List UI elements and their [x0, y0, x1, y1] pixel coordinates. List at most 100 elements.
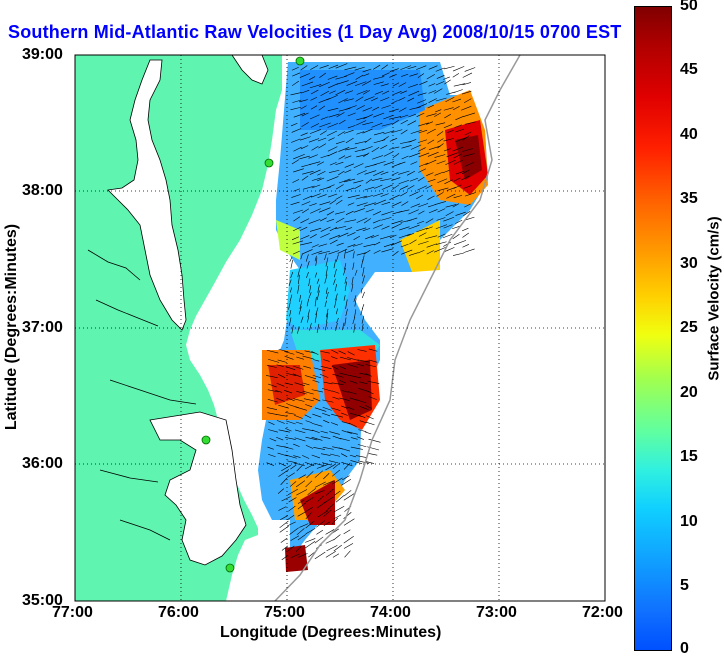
velocity-vector: [317, 137, 327, 142]
velocity-vector: [437, 187, 449, 192]
velocity-vector: [297, 511, 307, 517]
velocity-vector: [349, 397, 358, 401]
velocity-vector: [303, 398, 314, 402]
velocity-vector: [325, 529, 335, 535]
velocity-vector: [444, 113, 451, 119]
velocity-vector: [314, 490, 325, 495]
velocity-vector: [322, 406, 332, 411]
velocity-vector: [323, 473, 330, 480]
velocity-vector: [367, 452, 378, 456]
velocity-vector: [311, 250, 323, 255]
velocity-vector: [356, 202, 368, 207]
velocity-vector: [333, 506, 345, 513]
velocity-vector: [462, 135, 470, 141]
velocity-vector: [310, 193, 321, 198]
velocity-vector: [425, 218, 434, 224]
velocity-vector: [302, 355, 314, 360]
velocity-vector: [463, 211, 471, 217]
velocity-vector: [362, 121, 374, 126]
velocity-vector: [295, 480, 306, 488]
velocity-vector: [290, 106, 302, 111]
velocity-vector: [435, 122, 446, 126]
velocity-vector: [354, 66, 365, 71]
velocity-vector: [407, 185, 415, 190]
velocity-vector: [417, 249, 425, 254]
velocity-vector: [360, 259, 364, 268]
velocity-vector: [409, 191, 419, 197]
velocity-vector: [401, 73, 409, 77]
velocity-vector: [335, 199, 343, 205]
velocity-vector: [362, 267, 365, 277]
velocity-vector: [342, 475, 350, 481]
velocity-vector: [381, 105, 391, 109]
velocity-vector: [306, 298, 309, 307]
velocity-vector: [300, 235, 310, 240]
velocity-vector: [379, 235, 392, 240]
velocity-vector: [289, 527, 299, 535]
velocity-vector: [316, 464, 328, 469]
velocity-vector: [313, 446, 325, 450]
velocity-vector: [335, 184, 344, 190]
velocity-vector: [323, 419, 330, 424]
velocity-vector: [316, 529, 324, 535]
velocity-vector: [344, 178, 356, 183]
velocity-vector: [310, 96, 318, 101]
velocity-vector: [418, 241, 429, 245]
velocity-vector: [398, 82, 407, 87]
velocity-vector: [302, 185, 315, 190]
velocity-vector: [309, 161, 321, 166]
velocity-vector: [286, 372, 297, 376]
velocity-vector: [311, 429, 320, 434]
velocity-vector: [318, 105, 326, 111]
velocity-vector: [313, 462, 325, 466]
velocity-vector: [322, 509, 332, 518]
velocity-vector: [292, 373, 301, 378]
velocity-vector: [338, 107, 351, 112]
velocity-vector: [356, 217, 368, 223]
velocity-vector: [371, 147, 380, 153]
velocity-vector: [410, 161, 418, 165]
velocity-vector: [293, 216, 301, 222]
velocity-vector: [297, 326, 300, 334]
velocity-vector: [426, 243, 437, 248]
velocity-vector: [292, 179, 300, 183]
velocity-vector: [462, 232, 469, 238]
velocity-vector: [309, 227, 322, 232]
x-tick-label: 72:00: [582, 604, 623, 621]
velocity-vector: [331, 349, 339, 354]
velocity-vector: [267, 389, 279, 393]
velocity-vector: [383, 161, 395, 166]
velocity-vector: [408, 152, 421, 158]
velocity-vector: [343, 295, 346, 301]
velocity-vector: [362, 73, 370, 77]
velocity-vector: [317, 194, 327, 199]
velocity-vector: [356, 120, 367, 126]
velocity-vector: [368, 359, 378, 363]
velocity-vector: [305, 528, 316, 535]
velocity-vector: [267, 412, 278, 415]
velocity-vector: [445, 159, 456, 166]
velocity-vector: [341, 462, 353, 467]
velocity-vector: [347, 431, 358, 435]
velocity-vector: [309, 322, 312, 331]
velocity-vector: [302, 455, 310, 459]
velocity-vector: [344, 317, 347, 326]
velocity-vector: [314, 481, 326, 488]
x-tick-label: 75:00: [264, 604, 305, 621]
velocity-vector: [442, 233, 453, 239]
velocity-vector: [326, 545, 338, 552]
velocity-vector: [426, 128, 436, 134]
river-lines: [87, 249, 197, 541]
velocity-vector: [362, 228, 371, 232]
velocity-vector: [352, 243, 363, 247]
velocity-vector: [417, 139, 428, 143]
velocity-vector: [295, 545, 303, 552]
velocity-vector: [314, 536, 324, 544]
velocity-vector: [348, 364, 359, 368]
velocity-vector: [338, 155, 346, 160]
velocity-vector: [325, 265, 329, 276]
velocity-vector: [398, 107, 407, 113]
velocity-vector: [345, 90, 354, 94]
velocity-vector: [284, 437, 296, 440]
velocity-vector: [344, 66, 357, 71]
